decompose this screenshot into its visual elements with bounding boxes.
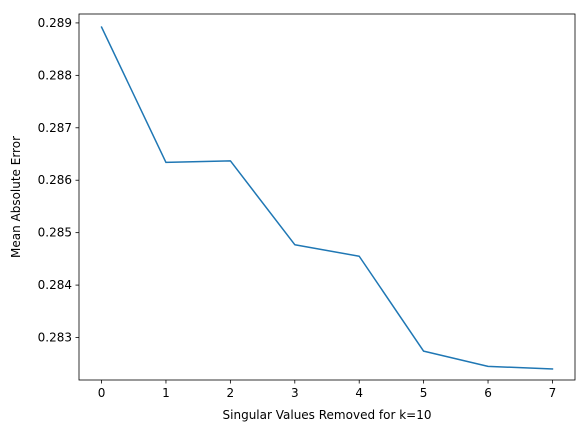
x-tick-label: 0 <box>98 386 106 400</box>
x-tick-label: 4 <box>355 386 363 400</box>
y-tick-label: 0.289 <box>38 16 72 30</box>
y-tick-label: 0.288 <box>38 68 72 82</box>
y-tick-label: 0.285 <box>38 226 72 240</box>
plot-area <box>78 13 576 381</box>
x-tick-label: 1 <box>162 386 170 400</box>
y-axis-ticks: 0.283 0.284 0.285 0.286 0.287 0.288 0.289 <box>38 16 79 345</box>
y-tick-label: 0.286 <box>38 173 72 187</box>
y-tick-label: 0.283 <box>38 331 72 345</box>
x-axis-ticks: 0 1 2 3 4 5 6 7 <box>98 380 557 400</box>
series-layer <box>100 26 554 370</box>
x-tick-label: 6 <box>484 386 492 400</box>
x-tick-label: 5 <box>420 386 428 400</box>
x-axis-label: Singular Values Removed for k=10 <box>223 408 432 422</box>
x-tick-label: 3 <box>291 386 299 400</box>
x-tick-label: 7 <box>549 386 557 400</box>
series-line-0 <box>100 26 554 370</box>
x-tick-label: 2 <box>227 386 235 400</box>
y-tick-label: 0.287 <box>38 121 72 135</box>
y-axis-label: Mean Absolute Error <box>9 136 23 258</box>
y-tick-label: 0.284 <box>38 278 72 292</box>
